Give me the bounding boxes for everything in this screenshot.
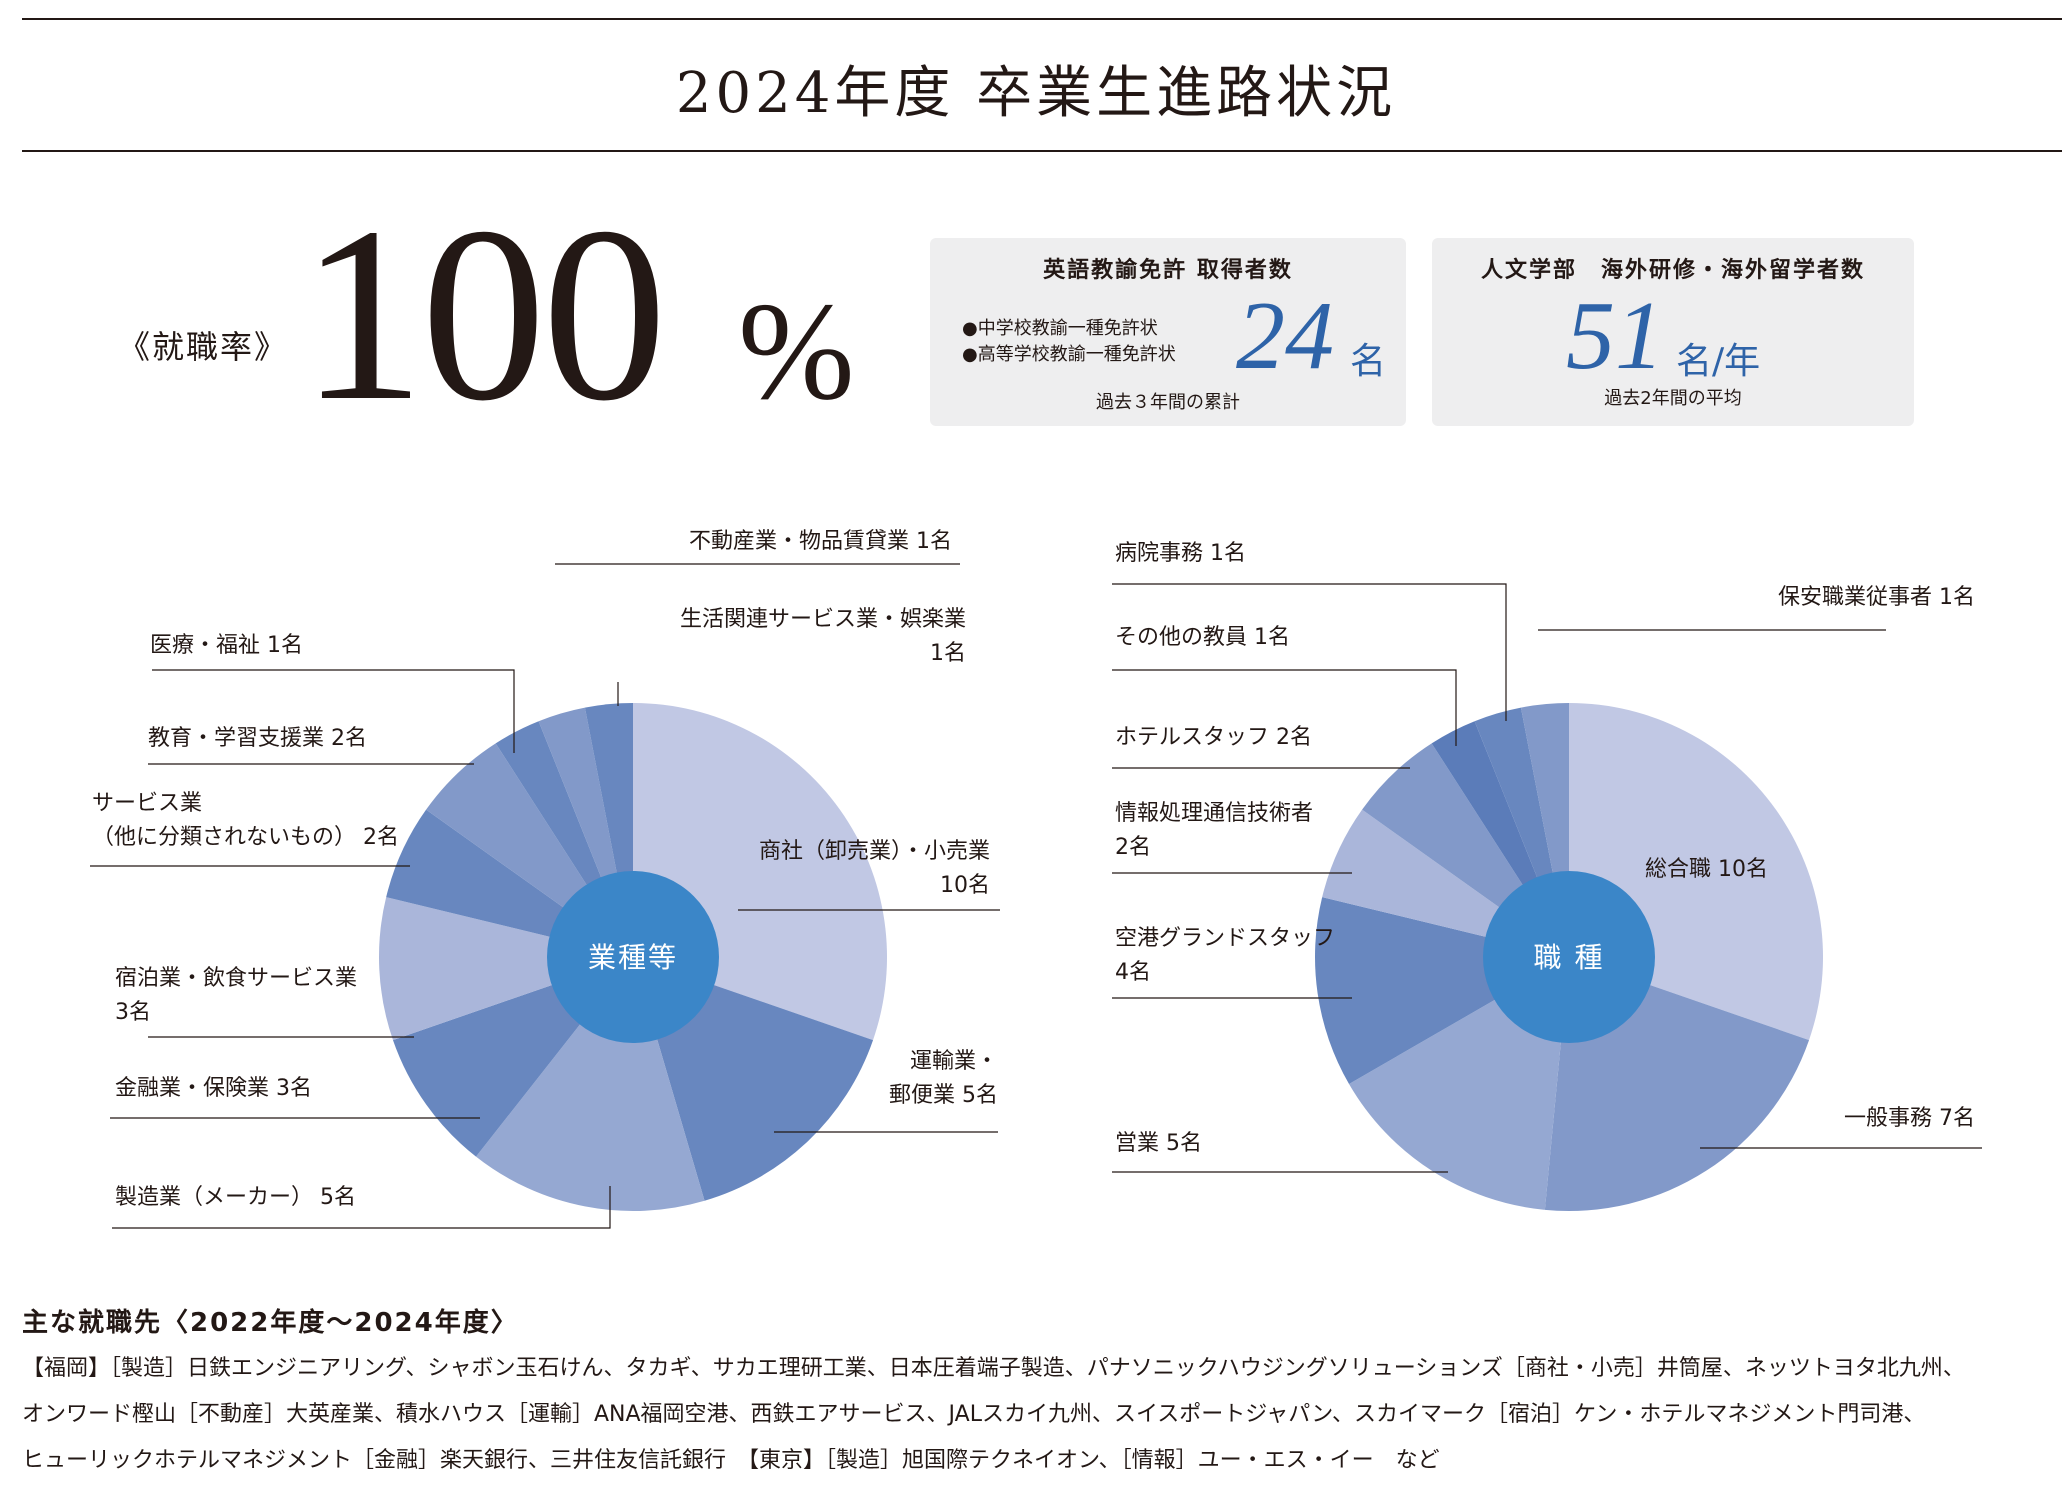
slice-label: 教育・学習支援業 2名	[148, 726, 367, 751]
employment-rate-unit: %	[738, 274, 855, 429]
slice-label: 運輸業・	[910, 1049, 998, 1074]
slice-label: 営業 5名	[1115, 1131, 1202, 1156]
license-footnote: 過去３年間の累計	[1096, 392, 1240, 413]
leader-line	[1112, 669, 1457, 746]
slice-label: 宿泊業・飲食サービス業	[115, 966, 357, 991]
page-title: 2024年度 卒業生進路状況	[675, 61, 1397, 126]
slice-label: 保安職業従事者 1名	[1778, 585, 1975, 610]
pie-center-label: 職 種	[1534, 941, 1605, 974]
pie-center	[1483, 871, 1655, 1043]
pie-slice	[379, 897, 633, 1041]
slice-label: 生活関連サービス業・娯楽業	[680, 607, 966, 632]
employers-line: 【福岡】［製造］日鉄エンジニアリング、シャボン玉石けん、タカギ、サカエ理研工業、…	[22, 1356, 1965, 1381]
slice-label: 4名	[1115, 960, 1151, 985]
slice-label: ホテルスタッフ 2名	[1115, 725, 1312, 750]
license-item: ●中学校教諭一種免許状	[962, 318, 1158, 339]
license-item: ●高等学校教諭一種免許状	[962, 344, 1176, 365]
abroad-footnote: 過去2年間の平均	[1604, 388, 1742, 409]
employers-line: オンワード樫山［不動産］大英産業、積水ハウス［運輸］ANA福岡空港、西鉄エアサー…	[22, 1402, 1926, 1427]
slice-label: その他の教員 1名	[1115, 625, 1290, 650]
slice-label: 商社（卸売業）・小売業	[759, 839, 990, 864]
slice-label: 情報処理通信技術者	[1115, 801, 1313, 826]
leader-line	[112, 1186, 611, 1229]
employers-title: 主な就職先〈2022年度〜2024年度〉	[22, 1308, 519, 1338]
license-count: 24	[1236, 282, 1334, 390]
title-underline	[22, 150, 2062, 152]
slice-label: 郵便業 5名	[889, 1083, 998, 1108]
slice-label: 総合職 10名	[1645, 857, 1768, 882]
leader-line	[152, 669, 515, 753]
employment-rate-label: 《就職率》	[118, 328, 289, 366]
slice-label: 3名	[115, 1000, 151, 1025]
slice-label: 病院事務 1名	[1115, 541, 1246, 566]
slice-label: 空港グランドスタッフ	[1115, 926, 1335, 951]
leader-line	[1112, 583, 1507, 721]
employment-rate-value: 100	[300, 176, 667, 453]
license-count-unit: 名	[1350, 341, 1387, 382]
slice-label: 一般事務 7名	[1844, 1106, 1975, 1131]
slice-label: 1名	[930, 641, 966, 666]
slice-label: 製造業（メーカー） 5名	[115, 1185, 356, 1210]
license-box: 英語教諭免許 取得者数 ●中学校教諭一種免許状 ●高等学校教諭一種免許状 24 …	[930, 238, 1406, 426]
slice-label: 不動産業・物品賃貸業 1名	[689, 529, 952, 554]
pie-center	[547, 871, 719, 1043]
slice-label: （他に分類されないもの） 2名	[92, 825, 399, 850]
pie-center-label: 業種等	[588, 941, 678, 974]
abroad-count: 51	[1566, 282, 1664, 390]
slice-label: 2名	[1115, 835, 1151, 860]
slice-label: サービス業	[92, 791, 202, 816]
top-rule	[22, 18, 2062, 20]
employers-line: ヒューリックホテルマネジメント［金融］楽天銀行、三井住友信託銀行 【東京】［製造…	[22, 1448, 1440, 1473]
slice-label: 医療・福祉 1名	[150, 633, 303, 658]
slice-label: 10名	[940, 873, 990, 898]
abroad-box-title: 人文学部 海外研修・海外留学者数	[1480, 258, 1865, 283]
license-box-title: 英語教諭免許 取得者数	[1043, 258, 1293, 283]
abroad-box: 人文学部 海外研修・海外留学者数 51 名/年 過去2年間の平均	[1432, 238, 1914, 426]
abroad-count-unit: 名/年	[1676, 341, 1761, 382]
slice-label: 金融業・保険業 3名	[115, 1076, 312, 1101]
